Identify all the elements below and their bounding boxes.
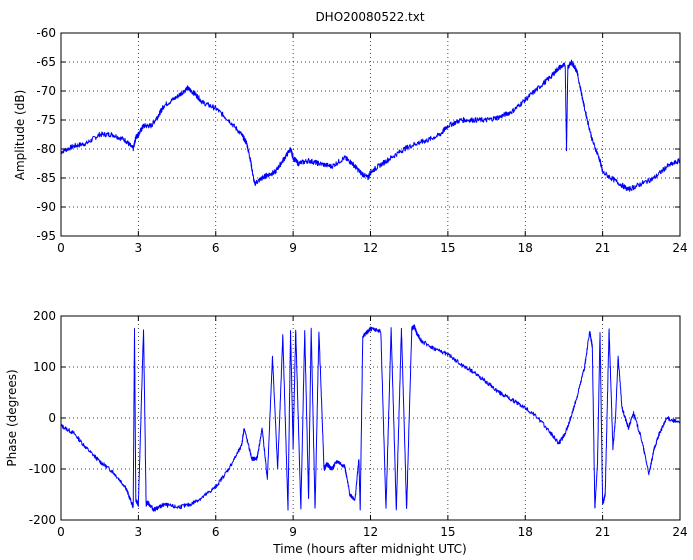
amplitude-y-tick-label: -90: [36, 200, 56, 214]
amplitude-y-tick-label: -60: [36, 26, 56, 40]
amplitude-x-tick-label: 12: [363, 241, 378, 255]
amplitude-y-tick-label: -70: [36, 84, 56, 98]
phase-y-tick-label: 100: [33, 360, 56, 374]
phase-x-tick-label: 21: [595, 525, 610, 539]
phase-y-tick-label: -100: [29, 462, 56, 476]
phase-y-axis-label: Phase (degrees): [5, 369, 19, 466]
amplitude-y-tick-label: -80: [36, 142, 56, 156]
amplitude-x-tick-label: 6: [212, 241, 220, 255]
phase-y-tick-label: 200: [33, 309, 56, 323]
phase-x-tick-label: 15: [440, 525, 455, 539]
phase-x-tick-label: 0: [57, 525, 65, 539]
phase-x-tick-label: 12: [363, 525, 378, 539]
phase-x-tick-label: 24: [672, 525, 687, 539]
phase-x-tick-label: 6: [212, 525, 220, 539]
phase-x-axis-label: Time (hours after midnight UTC): [272, 542, 466, 556]
amplitude-x-tick-label: 9: [289, 241, 297, 255]
amplitude-x-tick-label: 0: [57, 241, 65, 255]
amplitude-plot: DHO20080522.txt 0 3 6 9 12 15 18 21 24 -60 -65 -70…: [13, 10, 688, 255]
phase-trace: [60, 324, 681, 512]
phase-x-tick-label: 3: [135, 525, 143, 539]
amplitude-y-tick-label: -95: [36, 229, 56, 243]
phase-plot: 0 3 6 9 12 15 18 21 24 200 100 0 -100 -200 Phase (de…: [5, 309, 688, 556]
amplitude-x-tick-label: 21: [595, 241, 610, 255]
amplitude-y-tick-labels: -60 -65 -70 -75 -80 -85 -90 -95: [36, 26, 56, 243]
amplitude-x-tick-label: 18: [518, 241, 533, 255]
phase-x-tick-labels: 0 3 6 9 12 15 18 21 24: [57, 525, 687, 539]
amplitude-x-tick-label: 15: [440, 241, 455, 255]
amplitude-y-tick-label: -85: [36, 171, 56, 185]
amplitude-x-tick-label: 24: [672, 241, 687, 255]
amplitude-y-tick-label: -65: [36, 55, 56, 69]
plot-title: DHO20080522.txt: [315, 10, 424, 24]
amplitude-x-tick-labels: 0 3 6 9 12 15 18 21 24: [57, 241, 687, 255]
amplitude-x-tick-label: 3: [135, 241, 143, 255]
phase-x-tick-label: 18: [518, 525, 533, 539]
amplitude-trace: [60, 59, 681, 192]
amplitude-series: [60, 59, 681, 192]
amplitude-ticks: [60, 32, 681, 237]
phase-y-tick-label: 0: [48, 411, 56, 425]
amplitude-y-tick-label: -75: [36, 113, 56, 127]
phase-y-tick-labels: 200 100 0 -100 -200: [29, 309, 56, 527]
phase-ticks: [60, 315, 681, 521]
phase-series: [60, 324, 681, 512]
phase-y-tick-label: -200: [29, 513, 56, 527]
phase-x-tick-label: 9: [289, 525, 297, 539]
amplitude-y-axis-label: Amplitude (dB): [13, 90, 27, 181]
